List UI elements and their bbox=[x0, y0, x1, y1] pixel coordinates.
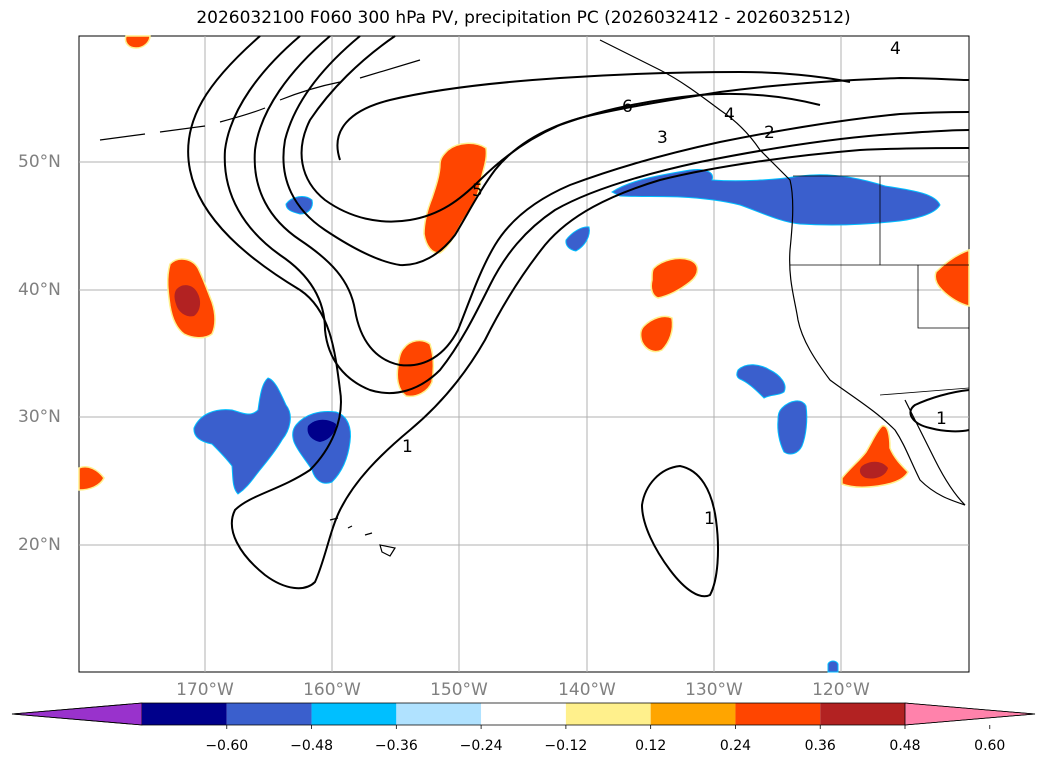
colorbar-tick-label: 0.60 bbox=[974, 738, 1006, 754]
colorbar-swatch bbox=[311, 703, 397, 725]
precip-region-pos-1 bbox=[423, 142, 488, 254]
lon-label-150w: 150°W bbox=[430, 680, 488, 700]
precip-region-pos-2-core bbox=[174, 285, 201, 317]
positive-precip-regions bbox=[78, 35, 970, 491]
precip-region-pos-7 bbox=[78, 466, 105, 491]
colorbar-tick-label: −0.48 bbox=[290, 738, 333, 754]
us-mexico-border bbox=[879, 387, 970, 396]
colorbar-extend-min bbox=[11, 702, 143, 726]
colorbar-swatch bbox=[735, 703, 821, 725]
contour-labels: 4 6 3 4 2 1 1 1 5 bbox=[402, 39, 947, 529]
precip-region-pos-4 bbox=[650, 257, 699, 299]
colorbar-swatch bbox=[565, 703, 651, 725]
precip-region-pos-8 bbox=[124, 35, 151, 49]
colorbar-tick-label: 0.24 bbox=[719, 738, 752, 754]
colorbar-swatch bbox=[142, 703, 227, 725]
lat-label-40n: 40°N bbox=[18, 280, 61, 300]
lat-label-20n: 20°N bbox=[18, 535, 61, 555]
precip-region-neg-small-5 bbox=[827, 660, 839, 673]
colorbar-tick-label: −0.60 bbox=[205, 738, 249, 754]
precip-region-pos-6-core bbox=[859, 461, 888, 479]
pv-contour-2 bbox=[223, 35, 970, 395]
colorbar-swatch bbox=[820, 703, 905, 725]
precip-region-pos-6 bbox=[841, 425, 909, 489]
pv-contour-1 bbox=[187, 35, 970, 590]
pv-contour-5 bbox=[300, 35, 821, 223]
contour-label-1-east: 1 bbox=[936, 409, 947, 429]
contour-label-4: 4 bbox=[724, 105, 735, 125]
map-frame bbox=[78, 35, 970, 673]
contour-label-1-west: 1 bbox=[402, 437, 413, 457]
precip-region-neg-north bbox=[611, 169, 941, 226]
colorbar-tick-label: 0.36 bbox=[804, 738, 836, 754]
pv-contour-4 bbox=[282, 35, 970, 267]
baja-california-coast bbox=[904, 399, 966, 506]
us-state-border-3 bbox=[917, 265, 969, 329]
north-america-coast bbox=[759, 149, 966, 506]
colorbar bbox=[11, 702, 1036, 729]
precip-region-pos-5 bbox=[639, 315, 674, 353]
colorbar-extend-max bbox=[904, 702, 1036, 726]
pv-contour-6 bbox=[336, 70, 851, 161]
colorbar-tick-label: 0.12 bbox=[635, 738, 667, 754]
pv-contour-southeast bbox=[909, 389, 970, 433]
contour-label-6: 6 bbox=[622, 97, 633, 117]
pv-contour-closed-low bbox=[640, 464, 719, 598]
lon-label-170w: 170°W bbox=[176, 680, 234, 700]
aleutian-islands bbox=[99, 59, 421, 141]
colorbar-tick-label: −0.36 bbox=[374, 738, 418, 754]
precip-region-pos-9 bbox=[934, 248, 970, 307]
lat-label-30n: 30°N bbox=[18, 407, 61, 427]
pv-contours bbox=[187, 35, 970, 598]
map-title: 2026032100 F060 300 hPa PV, precipitatio… bbox=[196, 8, 851, 28]
precip-region-neg-small-3 bbox=[736, 364, 786, 399]
contour-label-5: 5 bbox=[472, 181, 483, 201]
colorbar-tick-label: 0.48 bbox=[889, 738, 921, 754]
precip-region-neg-small-4 bbox=[777, 400, 808, 455]
coastlines bbox=[99, 39, 966, 557]
pv-contour-3 bbox=[253, 35, 970, 367]
colorbar-tick-label: −0.24 bbox=[459, 738, 503, 754]
lon-label-120w: 120°W bbox=[812, 680, 870, 700]
precip-region-neg-cluster-2-core bbox=[307, 419, 336, 442]
lon-label-140w: 140°W bbox=[558, 680, 616, 700]
hawaii-islands bbox=[329, 517, 396, 557]
contour-label-3: 3 bbox=[657, 128, 668, 148]
contour-label-2: 2 bbox=[764, 123, 775, 143]
colorbar-outline bbox=[11, 702, 1036, 726]
political-borders bbox=[790, 175, 970, 396]
colorbar-swatch bbox=[481, 703, 566, 725]
lon-label-130w: 130°W bbox=[685, 680, 743, 700]
colorbar-tick-label: −0.12 bbox=[544, 738, 588, 754]
colorbar-swatch bbox=[396, 703, 482, 725]
lat-label-50n: 50°N bbox=[18, 152, 61, 172]
contour-label-1-low: 1 bbox=[704, 509, 715, 529]
gridlines bbox=[79, 36, 969, 672]
colorbar-swatch bbox=[650, 703, 736, 725]
alaska-panhandle-coast bbox=[599, 39, 761, 151]
lon-label-160w: 160°W bbox=[303, 680, 361, 700]
precip-region-neg-small-2 bbox=[565, 226, 590, 252]
contour-label-4-north: 4 bbox=[890, 39, 901, 59]
precip-region-neg-cluster-1 bbox=[193, 377, 291, 495]
colorbar-swatch bbox=[226, 703, 312, 725]
